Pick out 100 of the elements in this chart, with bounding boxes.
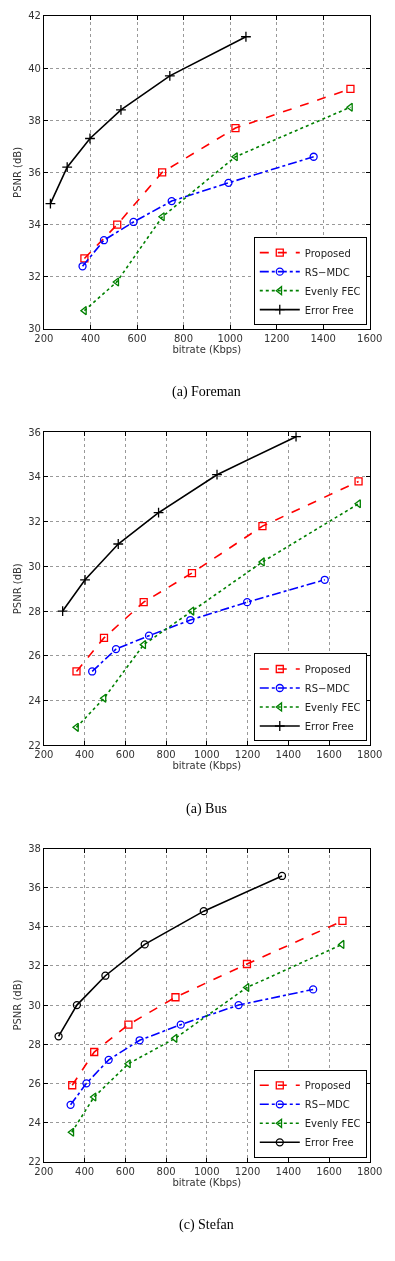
x-tick-label: 1200 <box>234 749 261 761</box>
x-tick-label: 600 <box>115 1165 135 1177</box>
y-tick-label: 24 <box>28 1116 41 1128</box>
point <box>139 598 148 607</box>
point <box>167 196 176 206</box>
y-tick-label: 34 <box>28 471 41 483</box>
y-tick-label: 30 <box>28 999 41 1011</box>
x-tick-label: 1400 <box>310 332 336 344</box>
point <box>309 152 318 161</box>
point <box>242 982 250 993</box>
x-tick-label: 1600 <box>316 749 342 761</box>
legend-label: Error Free <box>304 304 354 316</box>
legend-label: Error Free <box>304 720 354 732</box>
point <box>57 605 69 617</box>
point <box>90 1047 99 1057</box>
point <box>187 568 197 578</box>
point <box>277 871 287 881</box>
x-tick-label: 200 <box>34 332 54 344</box>
x-tick-label: 1600 <box>357 332 383 344</box>
y-tick-label: 22 <box>28 1156 41 1168</box>
point <box>111 644 121 654</box>
text: (a) Foreman <box>172 384 241 400</box>
point <box>61 161 73 173</box>
point <box>258 521 267 531</box>
x-tick-label: 200 <box>34 749 54 761</box>
x-tick-label: 800 <box>174 332 194 344</box>
point <box>231 152 238 162</box>
point <box>99 693 107 703</box>
y-tick-label: 36 <box>28 426 41 438</box>
x-tick-label: 400 <box>80 332 100 344</box>
point <box>84 132 96 145</box>
point <box>124 1059 131 1069</box>
point <box>67 1127 75 1137</box>
y-tick-label: 32 <box>28 271 41 283</box>
point <box>234 1000 243 1010</box>
point <box>112 277 120 287</box>
point <box>354 499 361 509</box>
point <box>99 236 109 245</box>
x-tick-label: 1400 <box>275 1165 302 1177</box>
text: (a) Bus <box>186 801 227 817</box>
y-tick-label: 24 <box>28 695 41 707</box>
point <box>158 212 165 222</box>
x-tick-label: 400 <box>75 1165 95 1177</box>
point <box>104 1055 113 1064</box>
point <box>68 1081 77 1090</box>
y-axis-title: PSNR (dB) <box>12 146 24 198</box>
y-tick-label: 28 <box>28 1038 41 1050</box>
y-tick-label: 32 <box>28 516 41 528</box>
legend-label: Proposed <box>304 663 351 675</box>
y-tick-label: 28 <box>28 605 41 617</box>
point <box>78 262 87 271</box>
point <box>309 985 318 994</box>
legend-label: Proposed <box>304 247 351 259</box>
point <box>231 123 240 133</box>
x-tick-label: 1200 <box>234 1165 261 1177</box>
y-tick-label: 34 <box>28 219 41 231</box>
x-axis-title: bitrate (Kbps) <box>172 1176 242 1188</box>
point <box>72 667 81 676</box>
point <box>176 1020 185 1029</box>
point <box>346 84 355 94</box>
x-tick-label: 600 <box>115 749 135 761</box>
y-tick-label: 36 <box>28 166 41 178</box>
point <box>44 198 56 210</box>
point <box>240 31 252 43</box>
point <box>346 102 353 112</box>
point <box>199 907 208 916</box>
x-tick-label: 1400 <box>275 749 302 761</box>
point <box>135 1036 144 1045</box>
point <box>129 217 138 227</box>
legend-label: Error Free <box>304 1137 354 1149</box>
legend-label: RS−MDC <box>304 1099 350 1111</box>
x-tick-label: 1800 <box>357 1165 383 1177</box>
y-tick-label: 32 <box>28 960 41 972</box>
x-tick-label: 600 <box>127 332 147 344</box>
legend-label: RS−MDC <box>304 682 350 694</box>
x-axis-title: bitrate (Kbps) <box>172 343 242 355</box>
point <box>157 168 167 177</box>
point <box>144 631 154 640</box>
point <box>224 178 233 187</box>
x-tick-label: 800 <box>156 749 176 761</box>
point <box>153 507 165 519</box>
y-tick-label: 26 <box>28 1077 41 1089</box>
point <box>171 993 180 1002</box>
y-tick-label: 36 <box>28 882 41 894</box>
x-tick-label: 400 <box>75 749 95 761</box>
y-tick-label: 22 <box>28 739 41 751</box>
y-tick-label: 30 <box>28 323 41 335</box>
y-tick-label: 30 <box>28 560 41 572</box>
point <box>124 1020 133 1029</box>
y-axis-title: PSNR (dB) <box>12 563 24 615</box>
y-axis-title: PSNR (dB) <box>12 979 24 1031</box>
x-tick-label: 1000 <box>194 1165 220 1177</box>
x-axis-title: bitrate (Kbps) <box>172 760 242 772</box>
y-tick-label: 38 <box>28 114 41 126</box>
point <box>99 633 109 643</box>
x-tick-label: 1200 <box>263 332 290 344</box>
point <box>243 598 252 607</box>
y-tick-label: 26 <box>28 650 41 662</box>
point <box>82 1079 91 1088</box>
point <box>54 1032 63 1041</box>
